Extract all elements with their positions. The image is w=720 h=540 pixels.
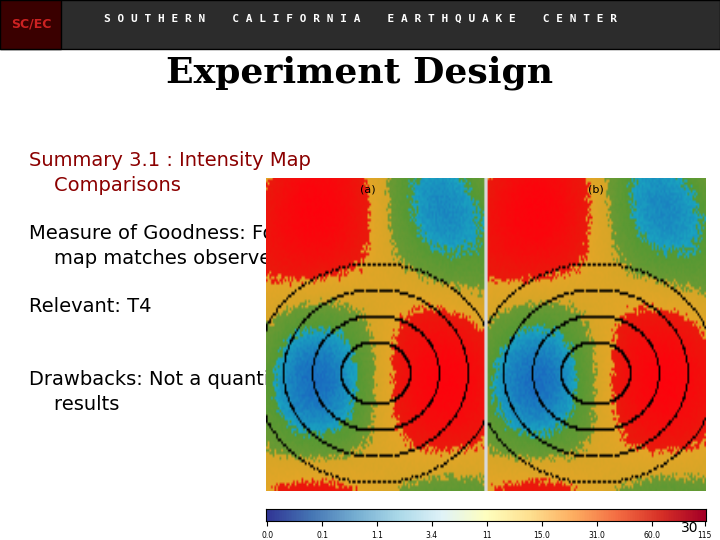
Text: (b): (b) — [588, 185, 603, 194]
FancyBboxPatch shape — [0, 0, 720, 49]
Text: Summary 3.1 : Intensity Map
    Comparisons: Summary 3.1 : Intensity Map Comparisons — [29, 151, 310, 195]
Text: (a): (a) — [359, 185, 375, 194]
Text: Drawbacks: Not a quantitative
    results: Drawbacks: Not a quantitative results — [29, 370, 325, 414]
Text: Experiment Design: Experiment Design — [166, 56, 554, 90]
Text: S O U T H E R N    C A L I F O R N I A    E A R T H Q U A K E    C E N T E R: S O U T H E R N C A L I F O R N I A E A … — [104, 14, 616, 23]
FancyBboxPatch shape — [0, 0, 61, 49]
Text: Relevant: T4: Relevant: T4 — [29, 297, 151, 316]
Text: 30: 30 — [681, 521, 698, 535]
Text: SC/EC: SC/EC — [11, 18, 51, 31]
Text: Measure of Goodness: Forecast
    map matches observed map: Measure of Goodness: Forecast map matche… — [29, 224, 334, 268]
